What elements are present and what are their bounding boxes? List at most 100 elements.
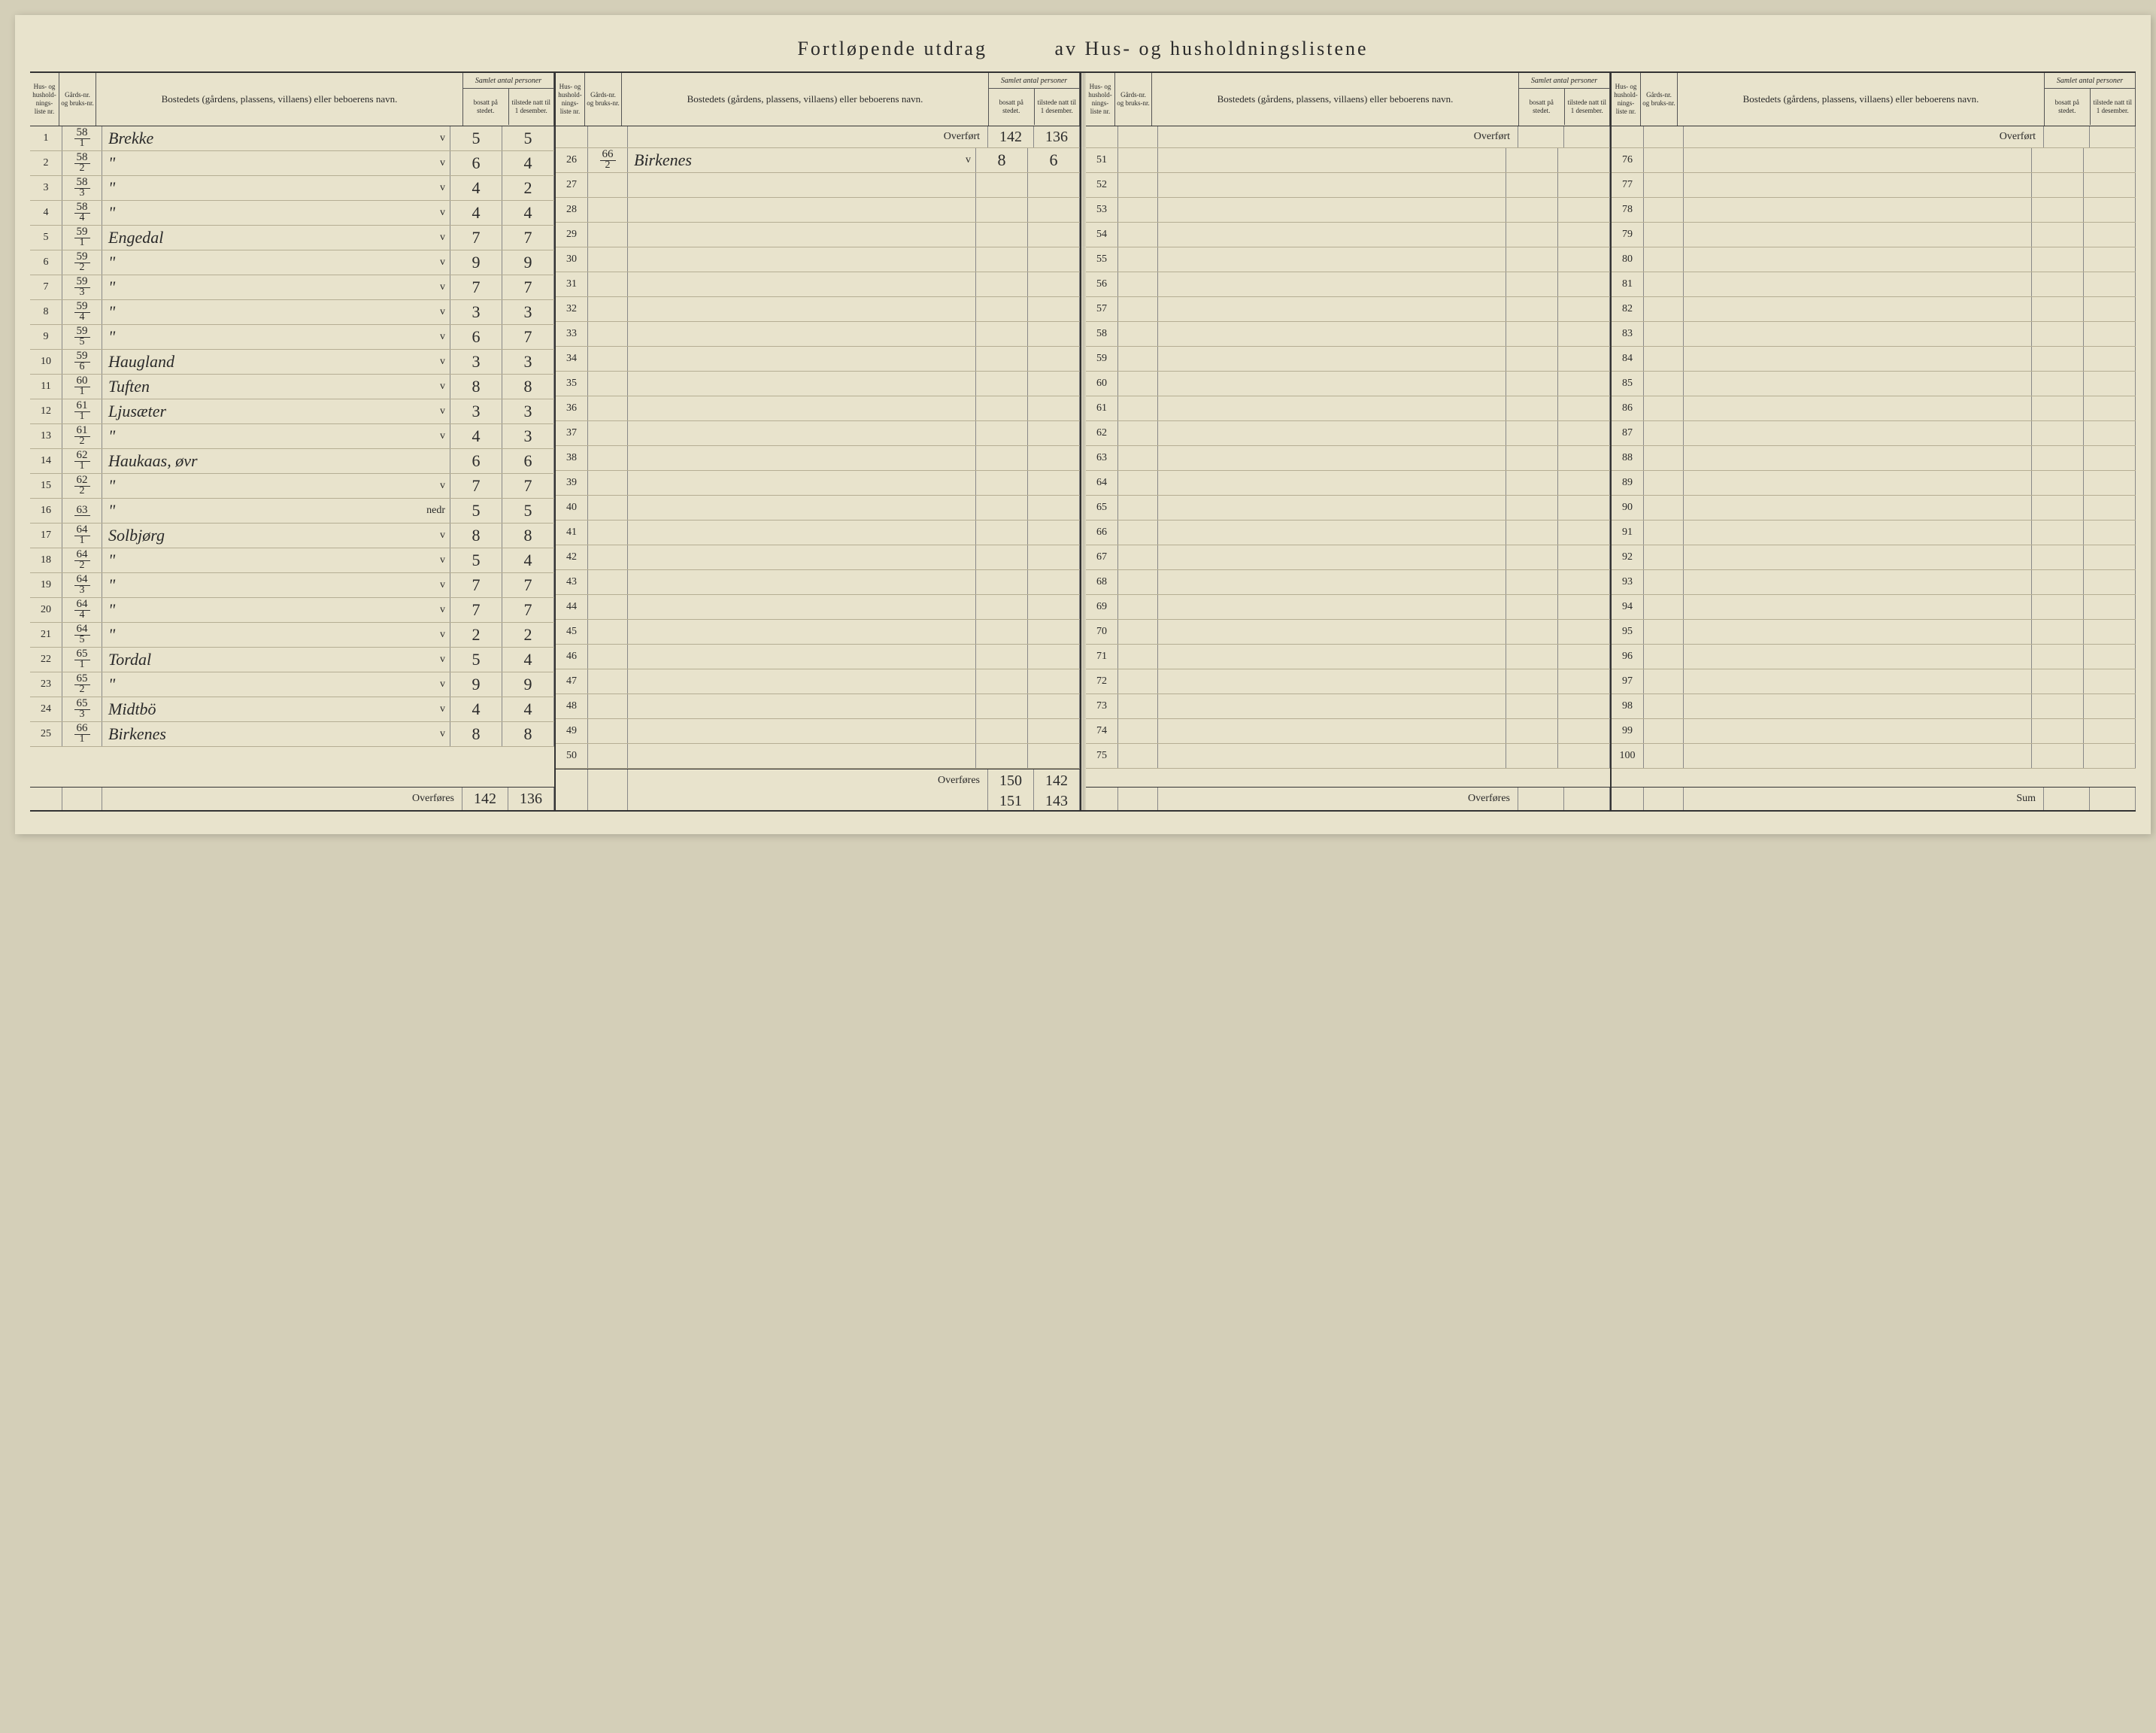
row-number: 34 [556, 347, 588, 371]
table-row: 94 [1612, 595, 2136, 620]
table-row: 39 [556, 471, 1080, 496]
bosted-name [1158, 372, 1506, 396]
tilstede-val [2084, 669, 2136, 694]
bosted-name [1158, 669, 1506, 694]
gards-nr [1644, 372, 1684, 396]
header-row: Hus- og hushold-nings-liste nr. Gårds-nr… [30, 73, 554, 126]
bosatt-val [976, 322, 1028, 346]
gards-nr [1644, 620, 1684, 644]
table-row: 77 [1612, 173, 2136, 198]
row-number: 43 [556, 570, 588, 594]
gards-nr [1644, 223, 1684, 247]
gards-nr [1644, 570, 1684, 594]
bosted-name [628, 372, 976, 396]
table-row: 29 [556, 223, 1080, 247]
tilstede-val [1558, 446, 1610, 470]
tilstede-val: 7 [502, 474, 554, 498]
sum-label: Sum [1684, 788, 2044, 810]
gards-nr: 583 [62, 176, 102, 200]
tilstede-val: 8 [502, 722, 554, 746]
table-row: 49 [556, 719, 1080, 744]
table-row: 5591Engedalv77 [30, 226, 554, 250]
tilstede-val: 4 [502, 648, 554, 672]
column-group-3: Hus- og hushold-nings-liste nr. Gårds-nr… [1086, 73, 1612, 810]
row-number: 21 [30, 623, 62, 647]
gards-nr [588, 570, 628, 594]
bosatt-val [976, 669, 1028, 694]
bosatt-val [1506, 297, 1558, 321]
hdr-tilstede: tilstede natt til 1 desember. [509, 89, 554, 125]
row-number: 23 [30, 672, 62, 697]
table-row: 76 [1612, 148, 2136, 173]
tilstede-val [2084, 396, 2136, 420]
row-number: 83 [1612, 322, 1644, 346]
bosted-name: Tordalv [102, 648, 450, 672]
row-number: 96 [1612, 645, 1644, 669]
row-number: 50 [556, 744, 588, 768]
row-number: 63 [1086, 446, 1118, 470]
tilstede-val: 7 [502, 275, 554, 299]
row-number: 4 [30, 201, 62, 225]
tilstede-val [1558, 645, 1610, 669]
gards-nr [588, 421, 628, 445]
table-row: 41 [556, 521, 1080, 545]
table-row: 92 [1612, 545, 2136, 570]
tilstede-val [1558, 620, 1610, 644]
tilstede-val [2084, 421, 2136, 445]
row-number: 66 [1086, 521, 1118, 545]
table-row: 26662Birkenesv86 [556, 148, 1080, 173]
tilstede-val [2084, 322, 2136, 346]
gards-nr [1118, 223, 1158, 247]
bosatt-val [1506, 719, 1558, 743]
gards-nr [1118, 694, 1158, 718]
row-number: 16 [30, 499, 62, 523]
row-number: 54 [1086, 223, 1118, 247]
bosted-name [628, 471, 976, 495]
table-row: 1663"nedr55 [30, 499, 554, 524]
bosted-name [1158, 719, 1506, 743]
bosatt-val [2032, 347, 2084, 371]
tilstede-val: 2 [502, 176, 554, 200]
gards-nr [1644, 421, 1684, 445]
gards-nr [1118, 570, 1158, 594]
bosted-name: "v [102, 151, 450, 175]
tilstede-val: 5 [502, 126, 554, 150]
bosatt-val [1506, 521, 1558, 545]
bosatt-val [1506, 372, 1558, 396]
row-number: 44 [556, 595, 588, 619]
table-row: 75 [1086, 744, 1610, 769]
gards-nr [588, 471, 628, 495]
bosatt-val [976, 570, 1028, 594]
table-row: 70 [1086, 620, 1610, 645]
gards-nr [1118, 148, 1158, 172]
bosatt-val [976, 694, 1028, 718]
row-number: 75 [1086, 744, 1118, 768]
tilstede-val [1028, 297, 1080, 321]
data-rows-4: 7677787980818283848586878889909192939495… [1612, 148, 2136, 787]
tilstede-val [2084, 694, 2136, 718]
table-row: 56 [1086, 272, 1610, 297]
bosatt-val [2032, 421, 2084, 445]
tilstede-val [1028, 669, 1080, 694]
bosted-name [1158, 570, 1506, 594]
data-rows-1: 1581Brekkev552582"v643583"v424584"v44559… [30, 126, 554, 787]
tilstede-val [1028, 173, 1080, 197]
bosted-name [1684, 694, 2032, 718]
hdr-bosatt: bosatt på stedet. [463, 89, 509, 125]
tilstede-val [1558, 421, 1610, 445]
bosted-name [628, 496, 976, 520]
table-row: 15622"v77 [30, 474, 554, 499]
bosatt-val: 9 [450, 250, 502, 275]
tilstede-val [1558, 297, 1610, 321]
tilstede-val [1558, 198, 1610, 222]
table-row: 67 [1086, 545, 1610, 570]
row-number: 5 [30, 226, 62, 250]
row-number: 29 [556, 223, 588, 247]
tilstede-val [1028, 521, 1080, 545]
tilstede-val [2084, 372, 2136, 396]
table-row: 33 [556, 322, 1080, 347]
tilstede-val: 4 [502, 201, 554, 225]
bosted-name [1684, 595, 2032, 619]
bosatt-val [2032, 694, 2084, 718]
tilstede-val: 4 [502, 548, 554, 572]
